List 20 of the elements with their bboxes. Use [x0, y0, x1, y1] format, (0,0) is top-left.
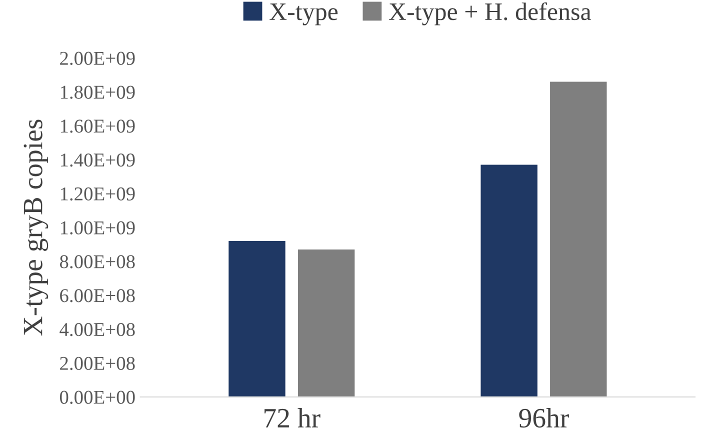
y-tick-label: 1.60E+09 — [60, 120, 135, 133]
y-tick-label: 1.80E+09 — [60, 86, 135, 99]
legend-label: X-type — [270, 4, 338, 26]
x-tick-label: 72 hr — [264, 408, 320, 428]
y-tick-label: 8.00E+08 — [60, 255, 135, 268]
legend-label: X-type + H. defensa — [388, 2, 592, 26]
bar — [298, 249, 355, 397]
y-tick-label: 2.00E+08 — [60, 356, 135, 370]
y-axis-title: X-type gryB copies — [24, 120, 48, 336]
bar — [550, 82, 607, 397]
bar — [228, 241, 286, 397]
y-tick-label: 1.00E+09 — [60, 221, 135, 234]
y-tick-label: 0.00E+00 — [60, 390, 135, 404]
y-tick-label: 6.00E+08 — [60, 289, 135, 302]
y-tick-label: 1.40E+09 — [60, 153, 135, 167]
y-tick-label: 4.00E+08 — [60, 322, 135, 336]
y-tick-label: 2.00E+09 — [60, 52, 135, 66]
bar — [480, 164, 538, 397]
x-tick-label: 96hr — [519, 408, 569, 428]
y-tick-label: 1.20E+09 — [60, 187, 135, 201]
